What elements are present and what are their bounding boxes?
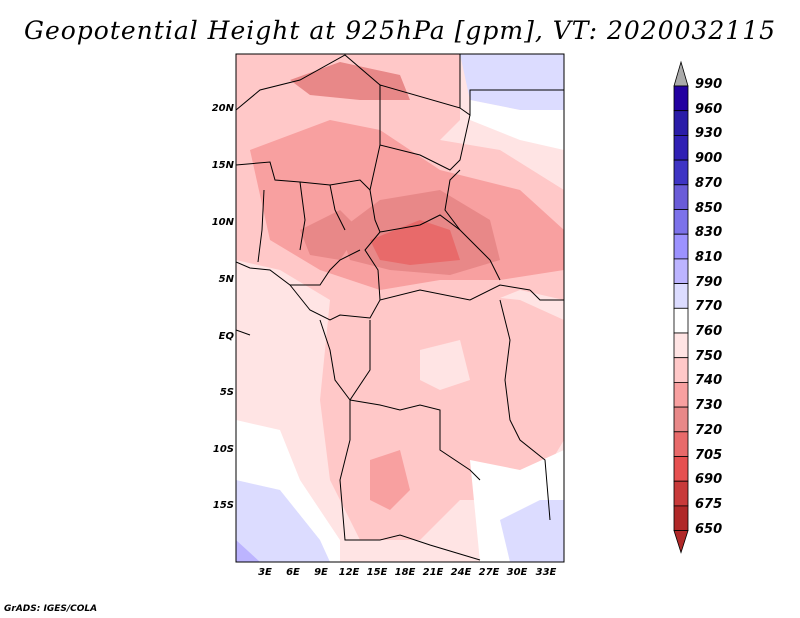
colorbar-label: 790 bbox=[695, 274, 723, 290]
colorbar-box bbox=[673, 480, 689, 507]
colorbar-label: 730 bbox=[695, 398, 723, 414]
lat-tick-label: 5S bbox=[219, 387, 234, 398]
colorbar-box bbox=[673, 184, 689, 210]
colorbar-label: 705 bbox=[695, 447, 723, 463]
colorbar-box bbox=[673, 332, 689, 359]
field-atlantic-lower bbox=[236, 540, 260, 562]
lon-tick-label: 33E bbox=[535, 567, 557, 578]
country-borders bbox=[236, 54, 564, 561]
colorbar-over-triangle bbox=[673, 60, 689, 87]
lon-tick-label: 27E bbox=[478, 567, 500, 578]
colorbar-label: 750 bbox=[695, 348, 723, 364]
colorbar-box bbox=[673, 110, 689, 136]
colorbar-label: 675 bbox=[695, 496, 723, 512]
field-atlantic-low bbox=[236, 480, 330, 562]
lat-tick-label: 5N bbox=[218, 274, 234, 285]
colorbar-box bbox=[673, 357, 689, 383]
map-frame bbox=[235, 53, 565, 563]
lon-tick-label: 24E bbox=[450, 567, 472, 578]
colorbar-box bbox=[673, 233, 689, 260]
colorbar-label: 830 bbox=[695, 225, 723, 241]
colorbar-box bbox=[673, 134, 689, 161]
colorbar-box bbox=[673, 307, 689, 334]
colorbar-under-triangle bbox=[673, 530, 689, 554]
lon-tick-label: 6E bbox=[286, 567, 300, 578]
lat-tick-label: 15S bbox=[212, 500, 234, 511]
field-northeast bbox=[460, 54, 564, 110]
colorbar-label: 760 bbox=[695, 324, 723, 339]
colorbar-label: 900 bbox=[695, 151, 723, 167]
colorbar-label: 720 bbox=[695, 422, 723, 438]
colorbar-label: 960 bbox=[695, 101, 723, 117]
lat-tick-label: 20N bbox=[211, 103, 234, 114]
colorbar bbox=[673, 60, 689, 554]
colorbar-label: 650 bbox=[695, 521, 723, 537]
colorbar-label: 740 bbox=[695, 373, 723, 389]
lon-tick-label: 30E bbox=[506, 567, 528, 578]
lon-tick-label: 21E bbox=[422, 567, 444, 578]
map-title: Geopotential Height at 925hPa [gpm], VT:… bbox=[23, 16, 777, 45]
colorbar-box bbox=[673, 406, 689, 433]
field-angola bbox=[370, 450, 410, 510]
colorbar-box bbox=[673, 85, 689, 112]
lat-tick-label: EQ bbox=[218, 331, 234, 342]
lat-tick-label: 10N bbox=[211, 217, 234, 228]
grads-credit: GrADS: IGES/COLA bbox=[4, 604, 98, 614]
field-congo bbox=[420, 340, 470, 390]
colorbar-box bbox=[673, 283, 689, 309]
field-southeast-low bbox=[500, 500, 564, 562]
colorbar-box bbox=[673, 159, 689, 186]
field-northeast-white bbox=[470, 100, 564, 150]
colorbar-label: 770 bbox=[695, 299, 723, 315]
colorbar-box bbox=[673, 431, 689, 457]
lon-tick-label: 15E bbox=[366, 567, 388, 578]
colorbar-label: 930 bbox=[695, 126, 723, 142]
lon-tick-label: 12E bbox=[338, 567, 360, 578]
lon-tick-label: 9E bbox=[314, 567, 328, 578]
colorbar-box bbox=[673, 381, 689, 408]
colorbar-box bbox=[673, 505, 689, 531]
colorbar-box bbox=[673, 456, 689, 482]
colorbar-label: 990 bbox=[695, 77, 723, 92]
colorbar-label: 870 bbox=[695, 175, 723, 191]
field-central-max bbox=[370, 220, 460, 265]
height-field bbox=[236, 54, 564, 562]
lat-tick-label: 10S bbox=[212, 444, 234, 455]
lat-tick-label: 15N bbox=[211, 160, 234, 171]
colorbar-label: 690 bbox=[695, 472, 723, 488]
colorbar-label: 810 bbox=[695, 249, 723, 265]
colorbar-label: 850 bbox=[695, 200, 723, 216]
colorbar-box bbox=[673, 209, 689, 235]
field-cameroon bbox=[300, 210, 360, 260]
lon-tick-label: 18E bbox=[394, 567, 416, 578]
colorbar-box bbox=[673, 258, 689, 284]
lon-tick-label: 3E bbox=[258, 567, 272, 578]
